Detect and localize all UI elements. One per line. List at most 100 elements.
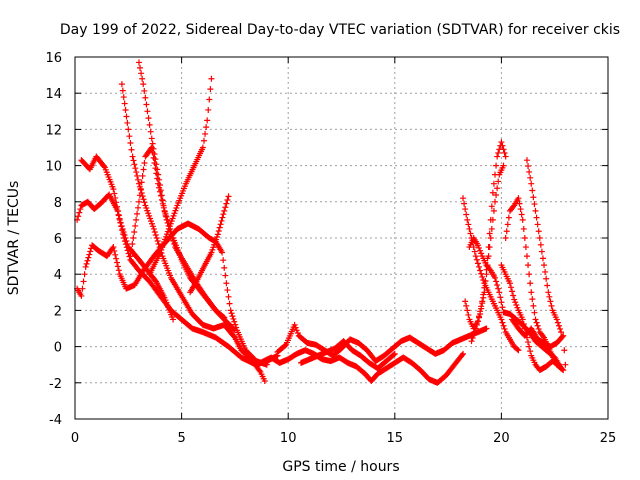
data-point-marker: [527, 174, 534, 181]
data-point-marker: [146, 212, 153, 219]
data-point-marker: [517, 206, 524, 213]
series-arc-e: [135, 59, 238, 334]
data-point-marker: [224, 287, 231, 294]
data-point-marker: [468, 338, 475, 345]
data-point-marker: [470, 331, 477, 338]
series-arc-r8: [509, 316, 569, 368]
x-tick-label: 0: [71, 431, 79, 446]
data-point-marker: [133, 169, 140, 176]
series-mid-2: [274, 321, 490, 365]
data-point-marker: [498, 299, 505, 306]
data-point-marker: [530, 302, 537, 309]
data-point-marker: [560, 332, 567, 339]
data-point-marker: [129, 153, 136, 160]
y-tick-label: 0: [54, 341, 62, 356]
x-tick-label: 5: [177, 431, 185, 446]
data-point-marker: [205, 106, 212, 113]
data-point-marker: [507, 284, 514, 291]
data-point-marker: [555, 361, 562, 368]
data-point-marker: [502, 235, 509, 241]
data-point-marker: [510, 203, 517, 210]
data-point-marker: [123, 238, 130, 245]
data-point-marker: [135, 59, 142, 66]
data-point-marker: [488, 203, 495, 210]
data-point-marker: [206, 96, 213, 103]
data-point-marker: [465, 311, 472, 318]
data-point-marker: [466, 225, 473, 232]
data-point-marker: [152, 165, 159, 172]
data-point-marker: [140, 81, 147, 88]
data-point-marker: [149, 140, 156, 147]
data-point-marker: [493, 278, 500, 285]
data-point-marker: [134, 172, 141, 179]
data-point-marker: [130, 157, 137, 164]
data-point-marker: [221, 314, 228, 321]
data-point-marker: [171, 241, 178, 248]
data-point-marker: [148, 218, 155, 225]
data-point-marker: [533, 214, 540, 221]
data-point-marker: [207, 86, 214, 93]
data-point-marker: [118, 81, 125, 88]
data-point-marker: [87, 248, 94, 255]
series-arc-a: [74, 191, 281, 368]
data-point-marker: [520, 320, 527, 327]
data-point-marker: [473, 256, 480, 263]
data-point-marker: [525, 262, 532, 269]
data-point-marker: [130, 235, 137, 241]
data-point-marker: [526, 271, 533, 278]
plot-frame: [74, 56, 609, 420]
data-point-marker: [527, 348, 534, 355]
data-point-marker: [282, 342, 289, 349]
data-point-marker: [487, 235, 494, 241]
data-point-marker: [86, 251, 93, 258]
data-point-marker: [495, 285, 502, 292]
data-point-marker: [525, 163, 532, 170]
data-point-marker: [153, 235, 160, 241]
data-point-marker: [526, 168, 533, 175]
data-point-marker: [261, 377, 268, 384]
data-point-marker: [532, 207, 539, 214]
data-point-marker: [200, 137, 207, 144]
data-point-marker: [478, 303, 485, 310]
data-point-marker: [163, 231, 170, 238]
data-point-marker: [145, 210, 152, 217]
data-point-marker: [462, 206, 469, 213]
data-point-marker: [131, 161, 138, 168]
y-tick-label: 14: [45, 87, 62, 102]
data-point-marker: [132, 222, 139, 229]
data-point-marker: [492, 274, 499, 281]
data-point-marker: [155, 241, 162, 248]
data-point-marker: [149, 223, 156, 230]
series-arc-f: [127, 144, 228, 321]
data-point-marker: [208, 75, 215, 82]
data-point-marker: [112, 194, 119, 201]
data-point-marker: [499, 142, 506, 149]
data-point-marker: [228, 310, 235, 317]
data-point-marker: [520, 225, 527, 232]
data-point-marker: [138, 70, 145, 77]
data-point-marker: [493, 192, 500, 199]
chart-title: Day 199 of 2022, Sidereal Day-to-day VTE…: [60, 22, 620, 38]
data-point-marker: [137, 185, 144, 192]
data-point-marker: [148, 220, 155, 227]
data-point-marker: [141, 160, 148, 167]
data-point-marker: [159, 200, 166, 207]
data-point-marker: [80, 278, 87, 285]
data-point-marker: [148, 144, 155, 151]
data-point-marker: [163, 216, 170, 223]
data-point-marker: [166, 223, 173, 230]
data-point-marker: [536, 235, 543, 241]
data-point-marker: [529, 187, 536, 194]
data-point-marker: [554, 319, 561, 326]
data-point-marker: [497, 294, 504, 301]
data-point-marker: [521, 235, 528, 241]
data-point-marker: [460, 195, 467, 202]
data-point-marker: [535, 228, 542, 235]
data-point-marker: [514, 304, 521, 311]
data-point-marker: [122, 107, 129, 114]
data-point-marker: [463, 211, 470, 218]
data-point-marker: [160, 204, 167, 211]
data-point-marker: [162, 212, 169, 219]
data-point-marker: [490, 180, 497, 187]
series-arc-r6: [523, 157, 565, 336]
